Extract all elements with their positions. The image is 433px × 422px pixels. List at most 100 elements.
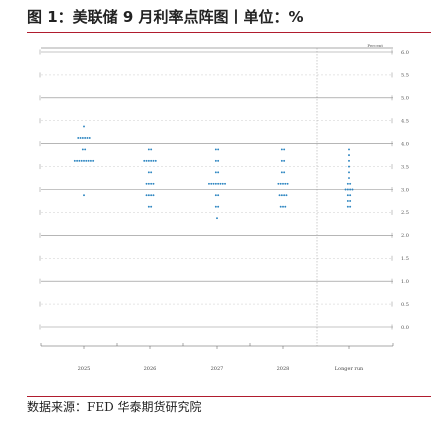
dot-marker bbox=[285, 194, 288, 197]
y-tick-label: 5.0 bbox=[401, 96, 409, 102]
dot-marker bbox=[81, 136, 84, 139]
y-tick-label: 5.5 bbox=[401, 73, 409, 79]
dot-marker bbox=[217, 171, 220, 174]
plot-frame bbox=[41, 47, 393, 347]
dot-marker bbox=[145, 159, 148, 162]
dot-marker bbox=[280, 148, 283, 151]
dot-marker bbox=[150, 171, 153, 174]
dot-marker bbox=[224, 182, 226, 185]
dot-marker bbox=[282, 182, 284, 185]
dot-marker bbox=[348, 177, 350, 179]
dot-marker bbox=[349, 200, 352, 202]
dot-marker bbox=[278, 194, 281, 197]
dot-marker bbox=[150, 205, 153, 208]
y-axis-ticks: 0.0 0.5 1.0 1.5 2.0 2.5 3.0 3.5 4.0 4.5 5.0 5.5 6.0 bbox=[401, 50, 409, 331]
dot-marker bbox=[217, 205, 220, 208]
dot-marker bbox=[92, 159, 95, 162]
dot-marker bbox=[351, 188, 354, 191]
dot-marker bbox=[214, 205, 217, 208]
dot-marker bbox=[84, 148, 87, 151]
source-text: 数据来源：FED 华泰期货研究院 bbox=[27, 400, 202, 414]
dot-marker bbox=[147, 182, 150, 185]
dot-marker bbox=[147, 171, 150, 174]
dot-marker bbox=[143, 159, 146, 162]
y-tick-label: 0.0 bbox=[401, 325, 409, 331]
dot-marker bbox=[212, 182, 215, 185]
dot-marker bbox=[280, 194, 283, 197]
y-tick-label: 6.0 bbox=[401, 50, 409, 56]
title-divider bbox=[27, 32, 431, 33]
dot-marker bbox=[150, 194, 153, 197]
dot-marker bbox=[217, 159, 220, 162]
dots-layer bbox=[73, 125, 354, 220]
dot-marker bbox=[152, 182, 155, 185]
dot-marker bbox=[214, 194, 217, 197]
dot-marker bbox=[214, 171, 217, 174]
dot-marker bbox=[279, 182, 282, 185]
dot-marker bbox=[78, 159, 81, 162]
dot-marker bbox=[283, 159, 286, 162]
y-tick-label: 4.0 bbox=[401, 141, 409, 147]
dot-marker bbox=[284, 182, 287, 185]
gridlines bbox=[39, 49, 393, 330]
dot-marker bbox=[76, 159, 79, 162]
dot-marker bbox=[150, 182, 153, 185]
dot-marker bbox=[283, 171, 286, 174]
dot-marker bbox=[214, 159, 217, 162]
dot-marker bbox=[77, 136, 80, 139]
dot-marker bbox=[349, 182, 352, 185]
dot-marker bbox=[84, 136, 87, 139]
dot-marker bbox=[89, 159, 92, 162]
dot-marker bbox=[210, 182, 213, 185]
y-tick-label: 4.5 bbox=[401, 119, 409, 125]
dot-marker bbox=[86, 136, 89, 139]
dot-marker bbox=[349, 205, 352, 208]
dot-marker bbox=[150, 148, 153, 151]
dot-marker bbox=[348, 171, 350, 174]
dot-marker bbox=[79, 136, 82, 139]
x-category-label: 2027 bbox=[211, 366, 224, 372]
dot-marker bbox=[145, 182, 148, 185]
y-tick-label: 0.5 bbox=[401, 302, 409, 308]
dot-marker bbox=[283, 148, 286, 151]
dot-marker bbox=[152, 194, 155, 197]
dot-marker bbox=[217, 148, 220, 151]
dot-marker bbox=[286, 182, 289, 185]
dot-marker bbox=[147, 205, 150, 208]
dot-marker bbox=[83, 125, 85, 128]
x-category-label: 2028 bbox=[277, 366, 290, 372]
x-category-label: 2025 bbox=[78, 366, 91, 372]
dot-marker bbox=[346, 205, 349, 208]
dot-marker bbox=[349, 194, 352, 197]
y-tick-label: 2.0 bbox=[401, 233, 409, 239]
dot-marker bbox=[152, 159, 155, 162]
dot-marker bbox=[87, 159, 90, 162]
dot-marker bbox=[344, 188, 347, 191]
unit-label: Percent bbox=[367, 43, 383, 48]
dot-marker bbox=[348, 154, 350, 157]
dot-marker bbox=[150, 159, 153, 162]
dot-marker bbox=[214, 148, 217, 151]
x-axis-categories: 2025 2026 2027 2028 Longer run bbox=[40, 343, 394, 372]
dot-marker bbox=[277, 182, 280, 185]
y-tick-label: 3.0 bbox=[401, 187, 409, 193]
x-category-label: Longer run bbox=[335, 366, 364, 372]
dot-marker bbox=[83, 159, 85, 162]
dot-marker bbox=[208, 182, 210, 185]
dot-marker bbox=[73, 159, 76, 162]
dot-marker bbox=[346, 188, 349, 191]
dot-marker bbox=[349, 188, 352, 191]
dot-marker bbox=[284, 205, 287, 208]
dot-marker bbox=[80, 159, 83, 162]
dot-marker bbox=[283, 194, 286, 197]
dot-marker bbox=[81, 148, 84, 151]
dot-marker bbox=[88, 136, 91, 139]
dot-marker bbox=[145, 194, 148, 197]
y-tick-label: 3.5 bbox=[401, 164, 409, 170]
dot-marker bbox=[147, 148, 150, 151]
dot-marker bbox=[214, 182, 217, 185]
y-tick-label: 1.0 bbox=[401, 279, 409, 285]
dot-marker bbox=[85, 159, 88, 162]
dot-marker bbox=[280, 159, 283, 162]
